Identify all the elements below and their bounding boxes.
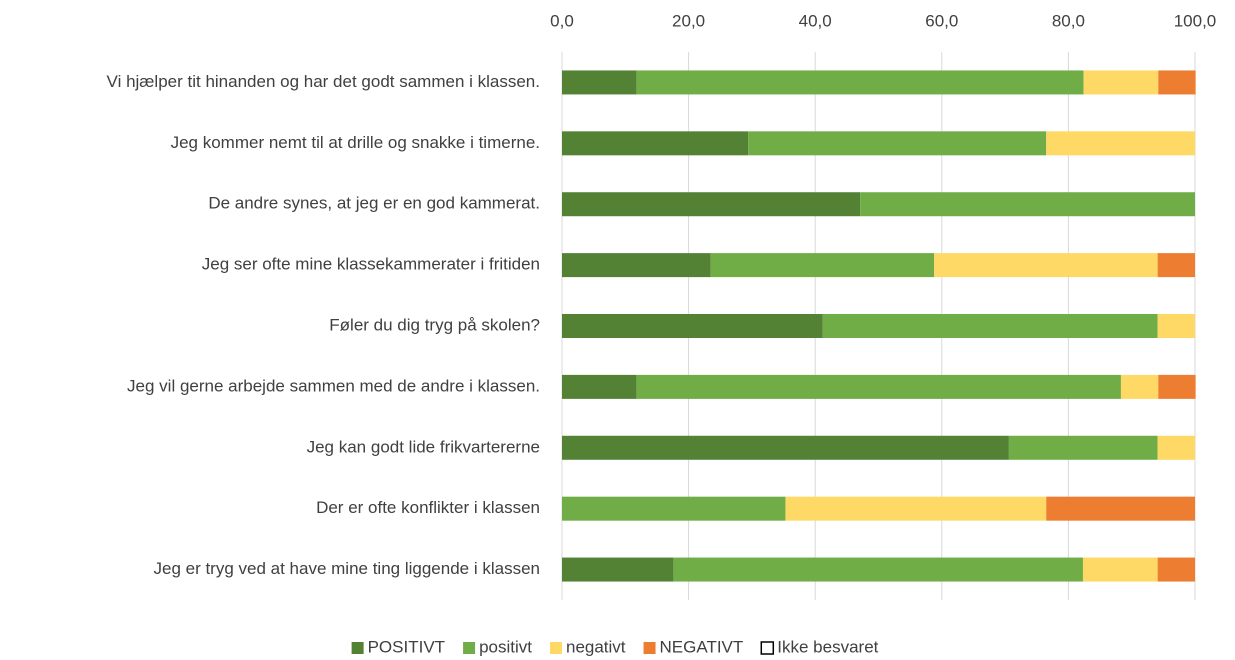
bar-segment xyxy=(785,496,1047,521)
bar-segment xyxy=(1046,131,1195,156)
category-label: Jeg vil gerne arbejde sammen med de andr… xyxy=(127,376,540,395)
category-label: Der er ofte konflikter i klassen xyxy=(316,498,540,517)
bar-segment xyxy=(1157,314,1195,338)
bar-segment xyxy=(636,70,1084,95)
bar-segment xyxy=(1158,374,1196,399)
legend-label: POSITIVT xyxy=(368,637,445,656)
x-tick-label: 40,0 xyxy=(799,11,832,30)
category-label: De andre synes, at jeg er en god kammera… xyxy=(208,194,540,213)
legend-swatch xyxy=(643,642,656,654)
category-label: Jeg kan godt lide frikvartererne xyxy=(307,437,540,456)
legend-label: negativt xyxy=(566,637,626,656)
x-tick-label: 80,0 xyxy=(1052,11,1085,30)
legend-swatch xyxy=(463,642,476,654)
legend-item: positivt xyxy=(463,637,532,656)
legend-swatch xyxy=(549,642,562,654)
bar-segment xyxy=(1157,557,1195,582)
bar-segment xyxy=(562,192,861,217)
legend-label: positivt xyxy=(479,637,532,656)
category-label: Føler du dig tryg på skolen? xyxy=(329,315,540,334)
bar-segment xyxy=(1008,435,1158,460)
category-label: Jeg ser ofte mine klassekammerater i fri… xyxy=(202,255,540,274)
bar-segment xyxy=(562,131,749,156)
bar-segment xyxy=(562,253,711,278)
bar-segment xyxy=(1082,557,1158,582)
bar-segment xyxy=(822,314,1158,338)
bar-segment xyxy=(1157,435,1195,460)
bar-segment xyxy=(562,435,1009,460)
legend-item: NEGATIVT xyxy=(643,637,744,656)
x-tick-label: 20,0 xyxy=(672,11,705,30)
bar-segment xyxy=(1158,70,1196,95)
x-tick-label: 60,0 xyxy=(925,11,958,30)
bar-segment xyxy=(860,192,1195,217)
category-label: Jeg er tryg ved at have mine ting liggen… xyxy=(153,559,540,578)
bar-segment xyxy=(1120,374,1159,399)
bar-segment xyxy=(562,314,823,338)
bar-segment xyxy=(562,70,637,95)
legend-item: Ikke besvaret xyxy=(760,637,879,656)
bar-segment xyxy=(934,253,1158,278)
bar-segment xyxy=(748,131,1047,156)
bar-segment xyxy=(673,557,1083,582)
bar-segment xyxy=(710,253,935,278)
bar-segment xyxy=(1046,496,1195,521)
legend-item: POSITIVT xyxy=(351,637,445,656)
bar-segment xyxy=(562,374,637,399)
bar-segment xyxy=(562,496,786,521)
legend-label: NEGATIVT xyxy=(660,637,744,656)
legend-swatch xyxy=(351,642,364,654)
bar-segment xyxy=(1157,253,1195,278)
category-label: Jeg kommer nemt til at drille og snakke … xyxy=(171,133,540,152)
legend-label: Ikke besvaret xyxy=(777,637,878,656)
bar-segment xyxy=(562,557,674,582)
category-label: Vi hjælper tit hinanden og har det godt … xyxy=(107,72,540,91)
legend-item: negativt xyxy=(549,637,626,656)
bar-segment xyxy=(636,374,1121,399)
x-tick-label: 100,0 xyxy=(1174,11,1217,30)
x-tick-label: 0,0 xyxy=(550,11,574,30)
bar-segment xyxy=(1083,70,1159,95)
legend-swatch xyxy=(760,641,775,655)
